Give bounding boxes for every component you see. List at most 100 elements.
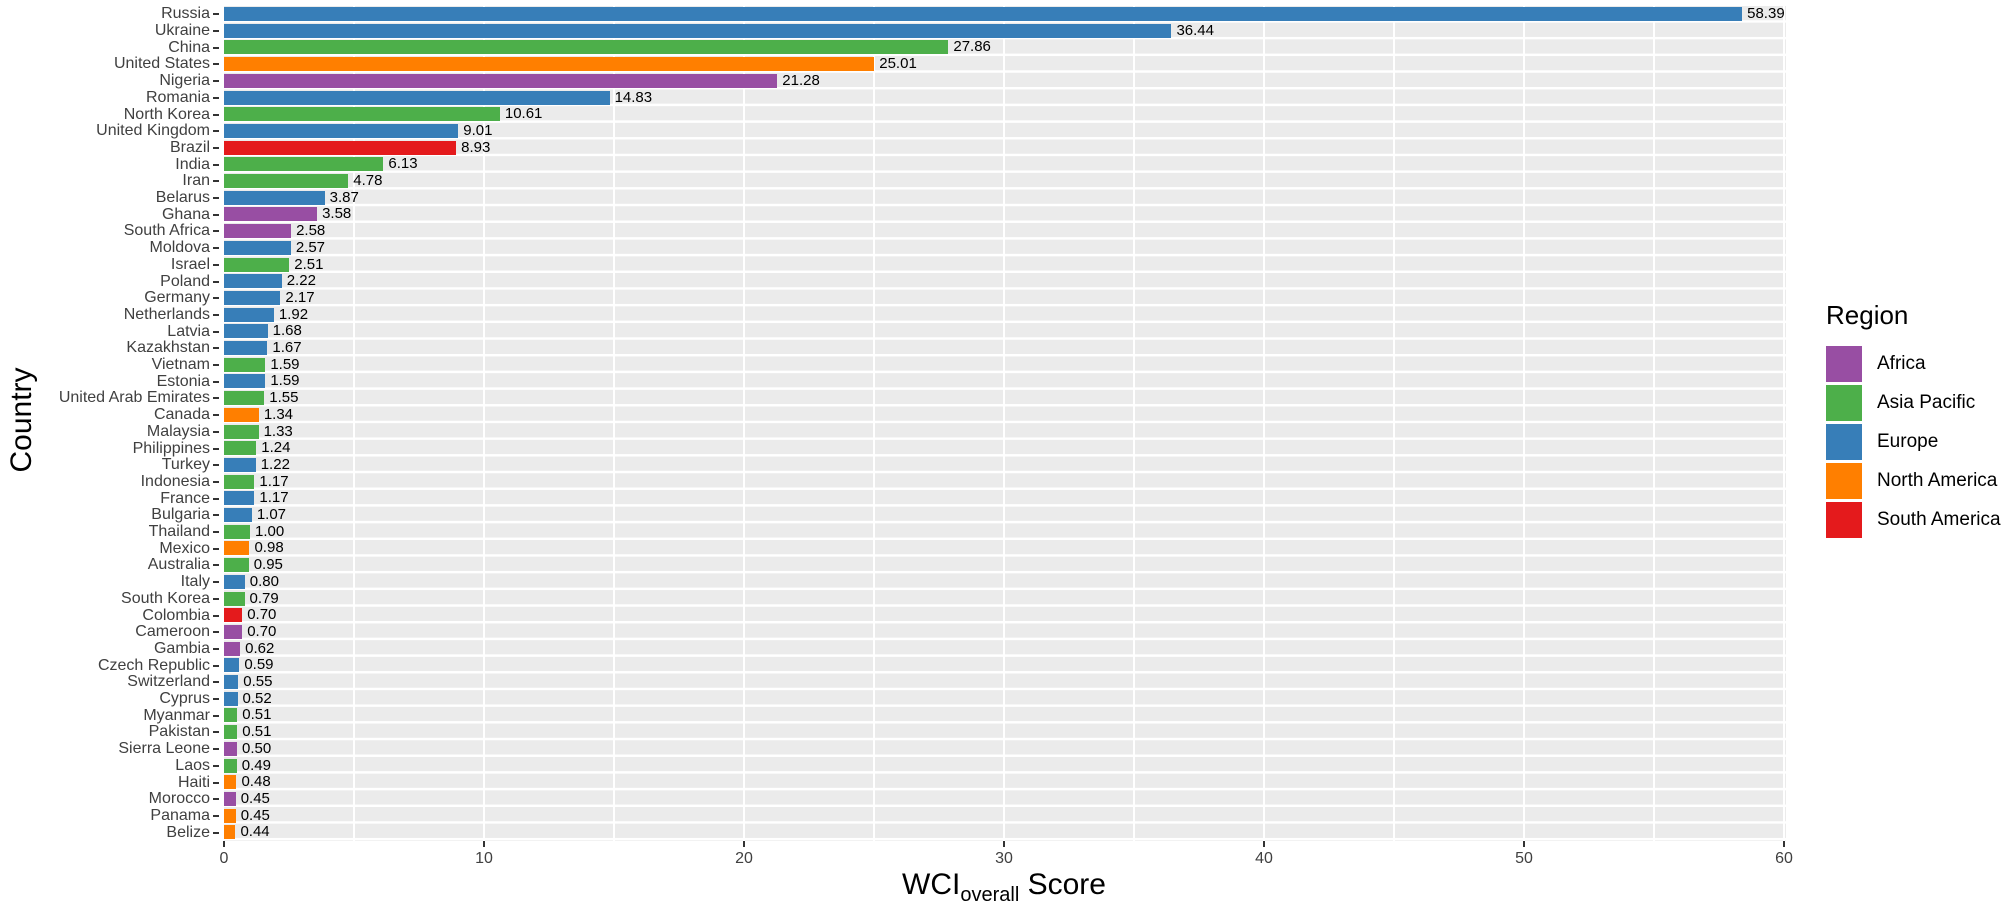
y-tick-mark (213, 180, 219, 183)
y-label-row-netherlands: Netherlands (0, 305, 219, 324)
legend-label: Asia Pacific (1877, 392, 1976, 413)
bar-row-cyprus: 0.52 (224, 691, 1786, 708)
bar-row-cameroon: 0.70 (224, 624, 1786, 641)
bar-india (224, 157, 384, 172)
legend-key-swatch (1826, 424, 1862, 460)
legend-items: Africa Asia Pacific Europe North America Sou… (1826, 346, 2001, 538)
country-label: India (175, 155, 210, 173)
country-label: Italy (180, 573, 210, 591)
country-label: Ukraine (154, 22, 210, 40)
bar-switzerland (224, 675, 239, 689)
value-label-ghana: 3.58 (322, 205, 352, 223)
bar-united-arab-emirates (224, 391, 265, 406)
value-label-united-states: 25.01 (879, 55, 917, 73)
y-label-row-united-states: United States (0, 55, 219, 73)
bar-row-germany: 2.17 (224, 290, 1786, 307)
country-label: Gambia (153, 639, 210, 657)
country-label: Latvia (167, 322, 210, 340)
y-label-row-morocco: Morocco (0, 790, 219, 808)
country-label: Belize (166, 823, 210, 841)
x-tick-label-10: 10 (475, 850, 493, 867)
bar-malaysia (224, 424, 259, 439)
x-tick-mark-0 (223, 841, 225, 847)
bar-row-belize: 0.44 (224, 824, 1786, 841)
value-label-vietnam: 1.59 (270, 355, 300, 373)
country-label: Iran (182, 172, 210, 190)
value-label-estonia: 1.59 (270, 372, 300, 390)
bar-latvia (224, 324, 268, 339)
bar-gambia (224, 641, 241, 656)
value-label-canada: 1.34 (263, 405, 294, 423)
legend-label: South America (1877, 509, 2001, 530)
bar-israel (224, 257, 290, 272)
bar-moldova (224, 240, 291, 255)
bar-canada (224, 407, 259, 422)
bar-bulgaria (224, 508, 252, 522)
y-tick-mark (213, 464, 219, 467)
y-label-row-france: France (0, 490, 219, 507)
y-tick-mark (213, 514, 219, 517)
value-label-sierra-leone: 0.50 (242, 739, 272, 757)
value-label-france: 1.17 (259, 489, 289, 507)
x-tick-label-20: 20 (735, 850, 753, 867)
value-label-mexico: 0.98 (254, 539, 284, 557)
y-tick-mark (213, 13, 219, 16)
y-tick-mark (213, 280, 219, 283)
bar-row-france: 1.17 (224, 490, 1786, 507)
y-tick-mark (213, 414, 219, 417)
y-tick-mark (213, 63, 219, 66)
y-label-row-germany: Germany (0, 289, 219, 307)
y-label-row-poland: Poland (0, 273, 219, 290)
bar-row-colombia: 0.70 (224, 607, 1786, 624)
value-label-belize: 0.44 (240, 823, 270, 841)
bar-row-czech-republic: 0.59 (224, 657, 1786, 674)
country-label: Netherlands (123, 305, 210, 323)
y-label-row-united-kingdom: United Kingdom (0, 122, 219, 140)
y-label-row-iran: Iran (0, 172, 219, 190)
y-label-row-bulgaria: Bulgaria (0, 506, 219, 524)
y-label-row-myanmar: Myanmar (0, 707, 219, 724)
value-label-north-korea: 10.61 (504, 105, 543, 123)
value-label-ukraine: 36.44 (1176, 21, 1214, 39)
value-label-haiti: 0.48 (241, 773, 271, 791)
y-label-row-south-africa: South Africa (0, 222, 219, 240)
country-label: Vietnam (151, 356, 210, 374)
value-label-australia: 0.95 (253, 556, 283, 574)
legend-item-asia-pacific: Asia Pacific (1826, 385, 2001, 421)
country-label: Cyprus (159, 690, 210, 708)
bar-row-united-states: 25.01 (224, 56, 1786, 73)
bar-morocco (224, 791, 236, 806)
value-label-switzerland: 0.55 (243, 673, 273, 690)
bar-belarus (224, 190, 325, 205)
country-label: Ghana (161, 205, 210, 223)
y-tick-mark (213, 330, 219, 333)
legend-label: Europe (1877, 431, 1939, 452)
bar-haiti (224, 775, 237, 790)
bar-row-mexico: 0.98 (224, 540, 1786, 557)
bar-poland (224, 274, 282, 289)
value-label-italy: 0.80 (249, 572, 279, 590)
y-tick-mark (213, 96, 219, 99)
y-label-row-south-korea: South Korea (0, 590, 219, 608)
country-label: South Africa (123, 222, 210, 240)
bar-north-korea (224, 107, 500, 122)
bar-italy (224, 574, 245, 589)
country-label: Czech Republic (97, 656, 210, 674)
bar-south-korea (224, 591, 245, 606)
bar-philippines (224, 441, 257, 456)
bar-colombia (224, 608, 243, 623)
value-label-pakistan: 0.51 (242, 723, 272, 741)
legend-label: North America (1877, 470, 1998, 491)
bar-row-philippines: 1.24 (224, 440, 1786, 457)
value-label-cameroon: 0.70 (247, 622, 277, 640)
y-tick-mark (213, 764, 219, 767)
y-label-row-belarus: Belarus (0, 189, 219, 207)
bar-row-china: 27.86 (224, 39, 1786, 56)
value-label-cyprus: 0.52 (242, 689, 272, 707)
value-label-kazakhstan: 1.67 (272, 339, 302, 356)
country-label: Israel (170, 255, 210, 273)
bar-ukraine (224, 23, 1172, 38)
y-label-row-vietnam: Vietnam (0, 356, 219, 374)
value-label-latvia: 1.68 (272, 322, 302, 340)
